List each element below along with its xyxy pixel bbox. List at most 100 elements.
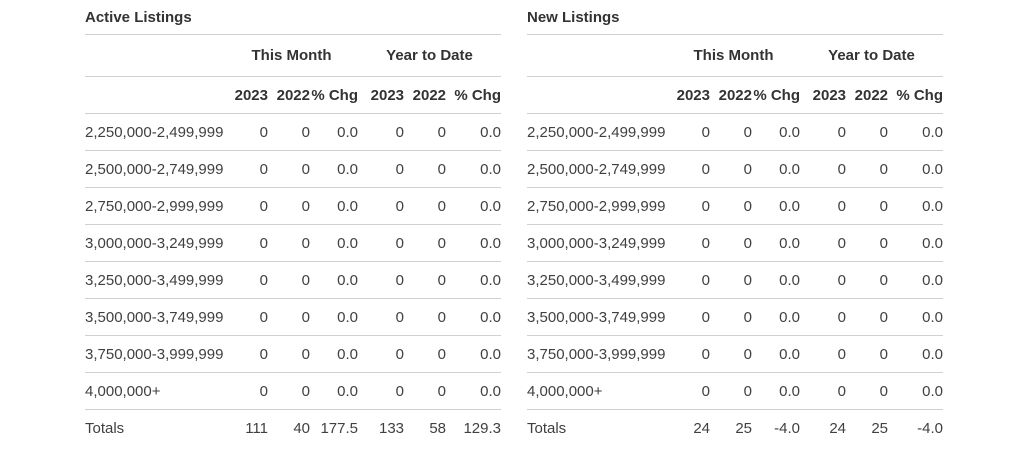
active-listings-report: Active Listings This Month Year to Date … [85,8,502,447]
col-header-chg-ytd: % Chg [446,76,502,114]
value-cell: 0.0 [310,187,359,225]
value-cell: 0 [667,372,710,410]
value-cell: 0 [225,372,268,410]
value-cell: 0 [800,298,847,336]
group-header-row: This Month Year to Date [527,35,944,77]
value-cell: 0 [800,335,847,373]
price-range-label: 3,000,000-3,249,999 [527,224,667,262]
totals-label: Totals [527,419,567,437]
totals-cell: 25 [871,419,889,437]
value-cell: 0 [358,224,405,262]
value-cell: 0.0 [888,335,944,373]
value-cell: 0 [800,187,847,225]
value-cell: 0.0 [888,298,944,336]
table-row: 2,500,000-2,749,999 0 0 0.0 0 0 0.0 [527,150,944,188]
value-cell: 0 [268,335,310,373]
value-cell: 0 [225,150,268,188]
price-range-label: 4,000,000+ [527,372,667,410]
col-header-2022-ytd: 2022 [404,76,447,114]
value-cell: 0.0 [888,150,944,188]
new-listings-report: New Listings This Month Year to Date 202… [527,8,944,447]
price-range-label: 4,000,000+ [85,372,225,410]
price-range-label: 2,250,000-2,499,999 [527,113,667,151]
value-cell: 0 [358,372,405,410]
value-cell: 0 [846,261,889,299]
col-header-2022-ytd: 2022 [846,76,889,114]
value-cell: 0 [667,113,710,151]
value-cell: 0 [846,187,889,225]
value-cell: 0 [404,335,447,373]
price-range-label: 3,500,000-3,749,999 [527,298,667,336]
empty-header-cell [527,76,667,114]
value-cell: 0.0 [446,372,502,410]
value-cell: 0.0 [446,187,502,225]
table-row: 3,500,000-3,749,999 0 0 0.0 0 0 0.0 [85,298,502,336]
value-cell: 0 [404,150,447,188]
col-header-2023-tm: 2023 [667,76,710,114]
table-row: 2,750,000-2,999,999 0 0 0.0 0 0 0.0 [85,187,502,225]
value-cell: 0 [710,261,752,299]
value-cell: 0 [404,224,447,262]
value-cell: 0 [404,372,447,410]
value-cell: 0 [667,224,710,262]
value-cell: 0 [268,298,310,336]
col-header-2023-ytd: 2023 [358,76,405,114]
value-cell: 0 [225,187,268,225]
empty-header-cell [527,35,667,77]
totals-cell: 111 [245,419,268,437]
price-range-label: 3,750,000-3,999,999 [85,335,225,373]
value-cell: 0.0 [310,113,359,151]
table-row: 4,000,000+ 0 0 0.0 0 0 0.0 [527,372,944,410]
value-cell: 0.0 [752,261,801,299]
price-range-label: 2,250,000-2,499,999 [85,113,225,151]
table-row: 3,750,000-3,999,999 0 0 0.0 0 0 0.0 [527,335,944,373]
value-cell: 0.0 [310,261,359,299]
price-range-label: 2,500,000-2,749,999 [85,150,225,188]
table-row: 3,000,000-3,249,999 0 0 0.0 0 0 0.0 [527,224,944,262]
value-cell: 0 [667,187,710,225]
group-header-this-month: This Month [667,35,801,77]
totals-cell: 40 [293,419,310,437]
value-cell: 0.0 [888,261,944,299]
totals-cell: -4.0 [774,419,801,437]
table-row: 3,750,000-3,999,999 0 0 0.0 0 0 0.0 [85,335,502,373]
col-header-2023-ytd: 2023 [800,76,847,114]
col-header-chg-tm: % Chg [310,76,359,114]
value-cell: 0.0 [310,335,359,373]
table-row: 4,000,000+ 0 0 0.0 0 0 0.0 [85,372,502,410]
reports-container: Active Listings This Month Year to Date … [85,8,1024,446]
table-row: 2,500,000-2,749,999 0 0 0.0 0 0 0.0 [85,150,502,188]
table-title: Active Listings [85,8,501,35]
value-cell: 0.0 [310,150,359,188]
value-cell: 0 [800,261,847,299]
value-cell: 0 [846,224,889,262]
value-cell: 0.0 [752,224,801,262]
table-row: 3,500,000-3,749,999 0 0 0.0 0 0 0.0 [527,298,944,336]
value-cell: 0 [846,335,889,373]
totals-label: Totals [85,419,125,437]
totals-row: Totals 111 40 177.5 133 58 129.3 [85,410,501,447]
totals-cell: 24 [829,419,847,437]
value-cell: 0.0 [752,150,801,188]
group-header-row: This Month Year to Date [85,35,502,77]
totals-row: Totals 24 25 -4.0 24 25 -4.0 [527,410,943,447]
value-cell: 0.0 [446,113,502,151]
value-cell: 0 [225,261,268,299]
totals-cell: 177.5 [320,419,359,437]
value-cell: 0 [667,335,710,373]
value-cell: 0 [358,261,405,299]
totals-cell: 129.3 [463,419,502,437]
value-cell: 0.0 [310,298,359,336]
col-header-chg-tm: % Chg [752,76,801,114]
table-title: New Listings [527,8,943,35]
price-range-label: 2,750,000-2,999,999 [527,187,667,225]
value-cell: 0 [268,187,310,225]
value-cell: 0 [667,150,710,188]
totals-cell: 58 [429,419,447,437]
empty-header-cell [85,35,225,77]
value-cell: 0 [268,224,310,262]
totals-cell: -4.0 [917,419,944,437]
table-row: 2,250,000-2,499,999 0 0 0.0 0 0 0.0 [85,113,502,151]
table-row: 2,250,000-2,499,999 0 0 0.0 0 0 0.0 [527,113,944,151]
value-cell: 0 [710,372,752,410]
